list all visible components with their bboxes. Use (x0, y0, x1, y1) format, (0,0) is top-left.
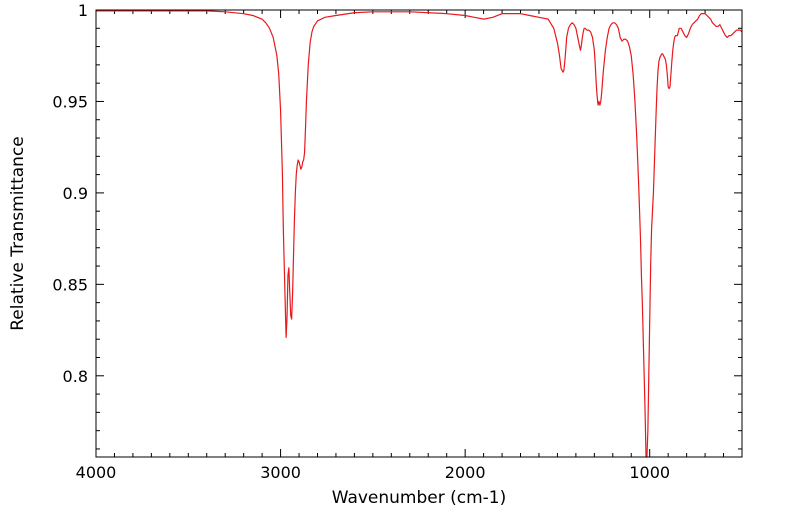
y-tick-label: 0.8 (63, 367, 88, 386)
y-tick-label: 0.9 (63, 184, 88, 203)
plot-frame (95, 9, 743, 458)
series-line (96, 10, 743, 458)
y-tick-label: 0.95 (52, 92, 88, 111)
x-tick-label: 1000 (629, 463, 670, 482)
y-tick-label: 0.85 (52, 275, 88, 294)
y-tick-label: 1 (78, 1, 88, 20)
y-axis-title: Relative Transmittance (8, 136, 28, 331)
x-tick-label: 4000 (76, 463, 117, 482)
x-axis-title: Wavenumber (cm-1) (332, 488, 507, 508)
x-tick-label: 3000 (260, 463, 301, 482)
x-tick-label: 2000 (445, 463, 486, 482)
tick-labels: 4000 3000 2000 1000 0.8 0.85 0.9 0.95 1 (52, 1, 670, 482)
axis-ticks (95, 9, 743, 457)
